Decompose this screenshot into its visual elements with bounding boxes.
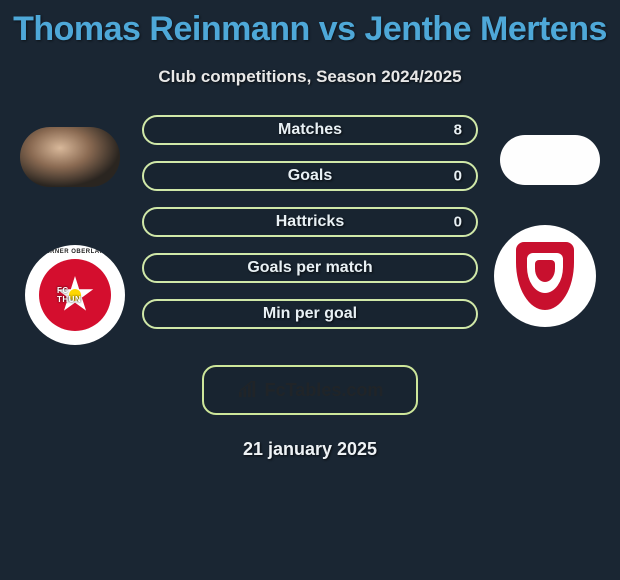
stat-value-right: 0	[454, 168, 462, 185]
stat-row-matches: Matches 8	[142, 115, 478, 145]
shield-icon	[516, 242, 574, 310]
date-text: 21 january 2025	[243, 439, 377, 460]
stat-value-right: 0	[454, 214, 462, 231]
stat-row-hattricks: Hattricks 0	[142, 207, 478, 237]
stat-row-goals-per-match: Goals per match	[142, 253, 478, 283]
stat-label: Hattricks	[276, 213, 344, 231]
page-title: Thomas Reinmann vs Jenthe Mertens	[13, 10, 607, 49]
stats-column: Matches 8 Goals 0 Hattricks 0 Goals per …	[140, 115, 480, 329]
thun-name: FC THUN	[57, 286, 93, 304]
club-badge-vaduz	[494, 225, 596, 327]
stat-row-min-per-goal: Min per goal	[142, 299, 478, 329]
right-player-column	[480, 115, 610, 327]
player-right-avatar	[500, 135, 600, 185]
stat-label: Goals per match	[247, 259, 372, 277]
stat-row-goals: Goals 0	[142, 161, 478, 191]
thun-inner-circle: FC THUN	[39, 259, 111, 331]
stat-label: Matches	[278, 121, 342, 139]
club-badge-thun: BERNER OBERLAND FC THUN	[25, 245, 125, 345]
stat-label: Min per goal	[263, 305, 357, 323]
subtitle: Club competitions, Season 2024/2025	[158, 67, 461, 87]
branding-text: FcTables.com	[265, 380, 384, 401]
chart-icon	[237, 381, 259, 399]
left-player-column: BERNER OBERLAND FC THUN	[10, 115, 140, 345]
main-row: BERNER OBERLAND FC THUN Matches 8 Goals …	[0, 115, 620, 345]
branding-pill: FcTables.com	[202, 365, 418, 415]
stat-value-right: 8	[454, 122, 462, 139]
comparison-card: Thomas Reinmann vs Jenthe Mertens Club c…	[0, 0, 620, 460]
stat-label: Goals	[288, 167, 332, 185]
player-left-avatar	[20, 127, 120, 187]
thun-top-text: BERNER OBERLAND	[41, 249, 110, 255]
